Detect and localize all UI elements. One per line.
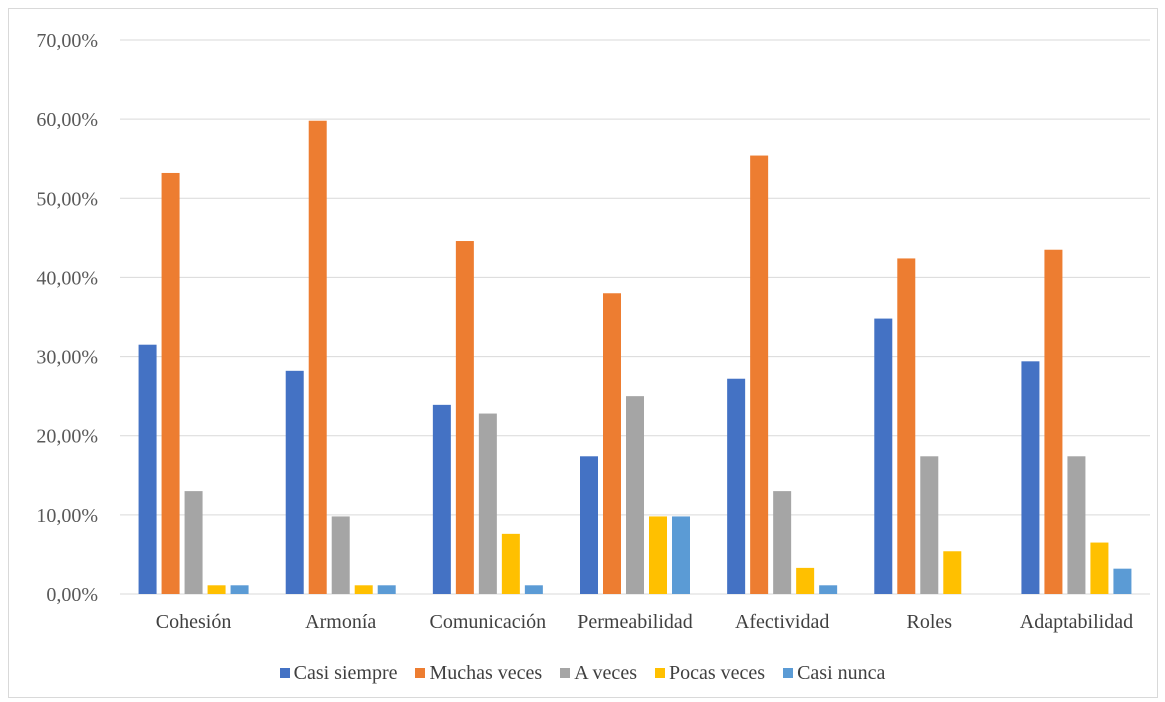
bar <box>943 551 962 594</box>
bar <box>1067 456 1086 594</box>
legend-label: Pocas veces <box>668 661 766 684</box>
legend-swatch <box>279 668 290 678</box>
y-tick-label: 60,00% <box>36 109 98 131</box>
legend-label: Muchas veces <box>429 661 543 684</box>
x-tick-label: Roles <box>907 611 953 633</box>
bar <box>1090 542 1109 594</box>
legend-label: Casi siempre <box>293 661 398 684</box>
legend-item: Muchas veces <box>415 662 542 685</box>
legend-swatch <box>560 668 571 678</box>
bar <box>432 404 451 594</box>
bar <box>285 370 304 594</box>
y-tick-label: 20,00% <box>36 426 98 448</box>
bar <box>874 318 893 594</box>
legend-label: A veces <box>574 661 637 684</box>
bar <box>331 516 350 594</box>
bar <box>138 344 157 594</box>
legend-item: Pocas veces <box>654 661 766 685</box>
legend-swatch <box>783 668 794 678</box>
bar <box>1044 249 1063 594</box>
legend-swatch <box>415 668 426 678</box>
y-tick-label: 10,00% <box>36 505 98 527</box>
bar <box>626 396 644 594</box>
x-tick-label: Cohesión <box>156 611 232 633</box>
legend-swatch <box>654 668 665 678</box>
legend-item: Casi nunca <box>783 662 885 685</box>
bar <box>207 585 226 594</box>
x-tick-label: Afectividad <box>735 611 829 633</box>
bar <box>920 456 939 594</box>
bar <box>308 120 327 595</box>
x-tick-label: Permeabilidad <box>577 611 693 633</box>
bar <box>580 456 598 594</box>
bar <box>603 293 621 594</box>
bar <box>501 533 520 594</box>
bar <box>1021 361 1040 594</box>
legend-item: A veces <box>560 662 637 685</box>
x-tick-label: Adaptabilidad <box>1020 611 1133 633</box>
y-tick-label: 0,00% <box>46 584 98 606</box>
bar <box>819 585 838 594</box>
bar <box>750 155 769 594</box>
bar <box>354 585 373 594</box>
bar <box>478 413 497 594</box>
bar <box>649 516 667 594</box>
y-tick-label: 40,00% <box>36 267 98 289</box>
y-tick-label: 30,00% <box>36 347 98 369</box>
bar <box>377 585 396 594</box>
bar <box>230 585 249 594</box>
bar <box>161 172 180 594</box>
bars <box>138 120 1132 595</box>
bar <box>727 378 746 594</box>
y-axis-ticks: 0,00% 10,00% 20,00% 30,00% 40,00% 50,00% 60,00… <box>36 30 98 606</box>
bar <box>773 491 792 594</box>
y-tick-label: 50,00% <box>36 188 98 210</box>
bar <box>1113 568 1132 594</box>
x-tick-label: Comunicación <box>430 611 547 633</box>
bar <box>524 585 543 594</box>
legend: Casi siempre Muchas veces A veces Pocas vec… <box>0 660 1165 686</box>
bar <box>184 491 203 594</box>
legend-item: Casi siempre <box>279 661 398 685</box>
x-tick-label: Armonía <box>305 611 376 633</box>
bar <box>455 241 474 594</box>
x-axis-labels: Cohesión Armonía Comunicación Permeabilidad… <box>156 611 1133 633</box>
bar <box>672 516 690 594</box>
bar <box>796 567 815 594</box>
y-tick-label: 70,00% <box>36 30 98 52</box>
legend-label: Casi nunca <box>797 661 886 684</box>
bar <box>897 258 916 594</box>
